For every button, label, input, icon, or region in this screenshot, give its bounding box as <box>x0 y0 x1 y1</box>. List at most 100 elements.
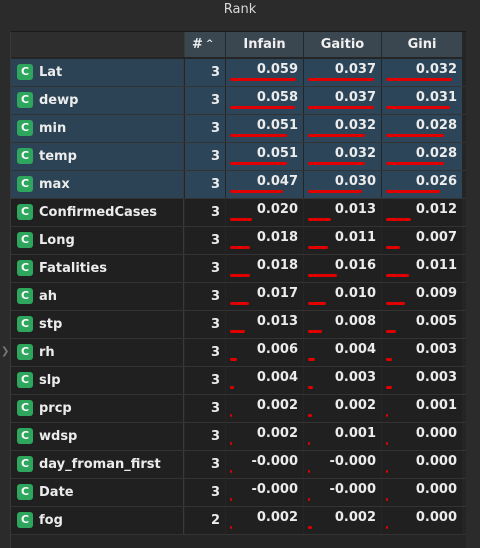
header-attribute-column[interactable] <box>11 32 185 57</box>
attribute-cell[interactable]: C Lat <box>11 59 184 86</box>
gini-bar <box>386 274 409 277</box>
gini-cell: 0.012 <box>382 199 462 226</box>
gini-bar <box>386 78 452 81</box>
gini-bar <box>386 442 388 445</box>
gaitio-bar <box>308 414 312 417</box>
gaitio-bar <box>308 302 326 305</box>
gaitio-cell: 0.002 <box>304 507 381 534</box>
gaitio-cell: 0.011 <box>304 227 381 254</box>
gaitio-bar <box>308 358 315 361</box>
header-infain[interactable]: Infain <box>226 32 304 57</box>
gaitio-cell: 0.037 <box>304 59 381 86</box>
continuous-variable-icon: C <box>17 484 33 500</box>
gini-bar <box>386 106 450 109</box>
table-row[interactable]: C Long 3 0.018 0.011 0.007 <box>11 227 466 255</box>
gaitio-value: 0.037 <box>334 90 376 105</box>
infain-bar <box>230 386 234 389</box>
attribute-cell[interactable]: C ConfirmedCases <box>11 199 184 226</box>
rank-cell: 3 <box>185 367 225 394</box>
gini-bar <box>386 134 444 137</box>
attribute-cell[interactable]: C Date <box>11 479 184 506</box>
table-row[interactable]: C Fatalities 3 0.018 0.016 0.011 <box>11 255 466 283</box>
gaitio-cell: 0.032 <box>304 143 381 170</box>
header-rank-column[interactable]: # ^ <box>185 32 226 57</box>
continuous-variable-icon: C <box>17 512 33 528</box>
gaitio-value: 0.037 <box>334 62 376 77</box>
rank-cell: 3 <box>185 115 225 142</box>
attribute-cell[interactable]: C Fatalities <box>11 255 184 282</box>
header-gaitio[interactable]: Gaitio <box>304 32 382 57</box>
continuous-variable-icon: C <box>17 344 33 360</box>
gaitio-bar <box>308 526 312 529</box>
gini-cell: 0.009 <box>382 283 462 310</box>
gaitio-cell: 0.001 <box>304 423 381 450</box>
rank-cell: 3 <box>185 395 225 422</box>
gaitio-value: 0.011 <box>334 230 376 245</box>
rank-table: # ^ Infain Gaitio Gini C Lat 3 0.059 0.037 0.0… <box>10 31 466 548</box>
infain-bar <box>230 330 245 333</box>
rank-cell: 3 <box>185 339 225 366</box>
infain-bar <box>230 358 237 361</box>
header-rank-label: # <box>192 37 203 52</box>
continuous-variable-icon: C <box>17 204 33 220</box>
table-row[interactable]: C Date 3 -0.000 -0.000 0.000 <box>11 479 466 507</box>
gaitio-cell: 0.030 <box>304 171 381 198</box>
attribute-name: fog <box>39 513 63 528</box>
infain-value: 0.051 <box>256 146 298 161</box>
gini-cell: 0.003 <box>382 339 462 366</box>
attribute-cell[interactable]: C Long <box>11 227 184 254</box>
gini-bar <box>386 302 405 305</box>
gini-cell: 0.003 <box>382 367 462 394</box>
attribute-name: ConfirmedCases <box>39 205 158 220</box>
gini-value: 0.031 <box>415 90 457 105</box>
attribute-name: max <box>39 177 70 192</box>
gini-cell: 0.001 <box>382 395 462 422</box>
gini-value: 0.028 <box>415 146 457 161</box>
table-row[interactable]: C ConfirmedCases 3 0.020 0.013 0.012 <box>11 199 466 227</box>
header-gini[interactable]: Gini <box>382 32 463 57</box>
gaitio-cell: 0.010 <box>304 283 381 310</box>
gaitio-bar <box>308 106 374 109</box>
gini-cell: 0.000 <box>382 423 462 450</box>
rank-cell: 3 <box>185 199 225 226</box>
expand-arrow-icon[interactable]: ❯ <box>1 346 10 357</box>
infain-value: 0.020 <box>256 202 298 217</box>
gaitio-value: 0.003 <box>334 370 376 385</box>
infain-cell: 0.017 <box>226 283 303 310</box>
infain-value: 0.018 <box>256 258 298 273</box>
gini-value: 0.001 <box>415 398 457 413</box>
gini-bar <box>386 218 411 221</box>
rank-cell: 3 <box>185 87 225 114</box>
gaitio-bar <box>308 246 328 249</box>
gini-bar <box>386 414 388 417</box>
gini-bar <box>386 498 388 501</box>
table-row[interactable]: C Lat 3 0.059 0.037 0.032 <box>11 59 466 87</box>
gaitio-cell: 0.002 <box>304 395 381 422</box>
gaitio-value: -0.000 <box>329 454 376 469</box>
attribute-name: ah <box>39 289 58 304</box>
